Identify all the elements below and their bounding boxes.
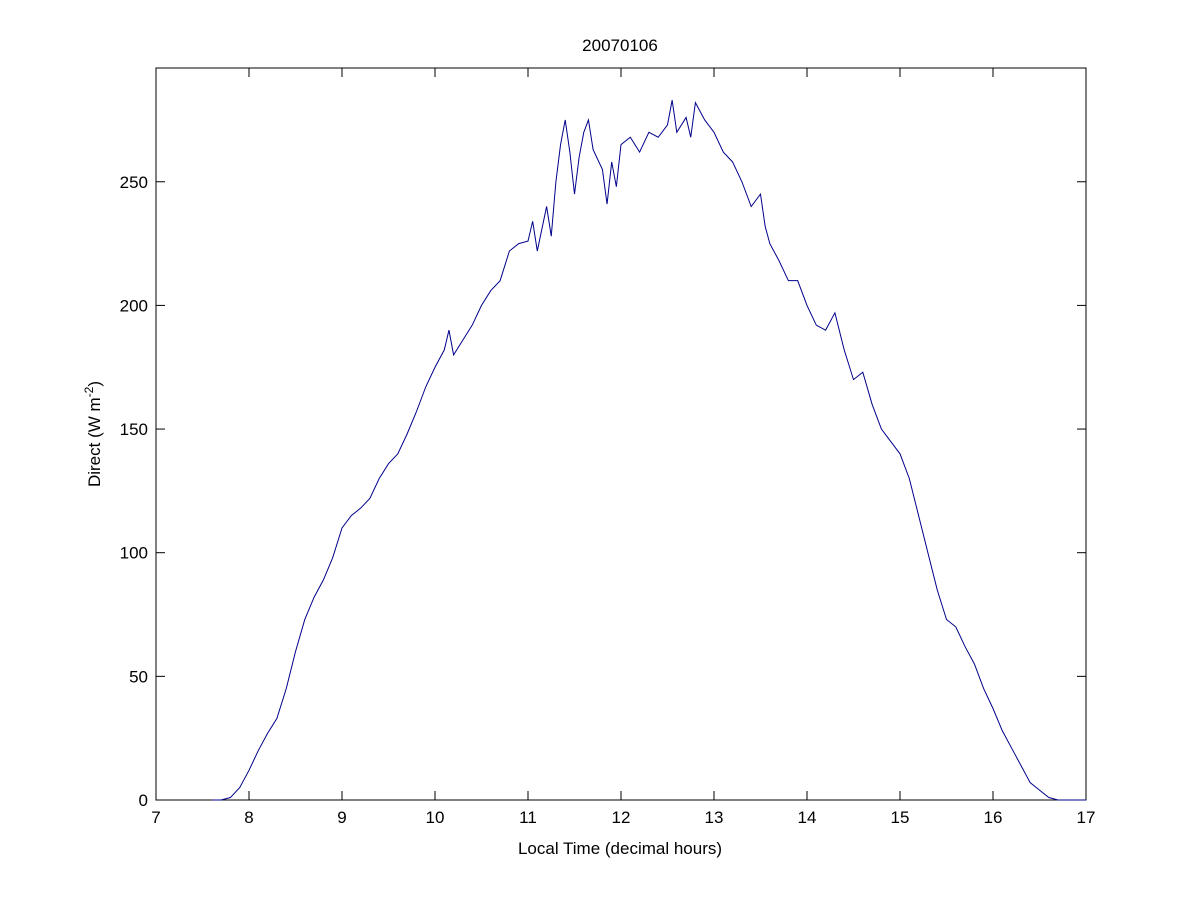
data-line	[211, 100, 1086, 801]
x-tick-label: 13	[705, 808, 724, 827]
x-tick-label: 10	[426, 808, 445, 827]
y-tick-label: 0	[139, 791, 148, 810]
y-tick-label: 250	[120, 173, 148, 192]
chart-title: 20070106	[582, 36, 658, 55]
x-tick-label: 9	[337, 808, 346, 827]
x-tick-label: 7	[151, 808, 160, 827]
y-tick-label: 150	[120, 420, 148, 439]
y-tick-label: 200	[120, 296, 148, 315]
y-axis-label-sup: -2	[82, 386, 96, 397]
x-tick-label: 15	[891, 808, 910, 827]
x-tick-label: 12	[612, 808, 631, 827]
y-axis-label: Direct (W m-2)	[82, 381, 104, 487]
y-axis-label-text: Direct (W m	[85, 397, 104, 487]
y-tick-label: 100	[120, 544, 148, 563]
x-tick-label: 14	[798, 808, 817, 827]
x-tick-label: 11	[519, 808, 537, 827]
x-tick-label: 17	[1077, 808, 1096, 827]
x-tick-label: 16	[984, 808, 1003, 827]
y-axis-label-end: )	[85, 381, 104, 387]
x-tick-label: 8	[244, 808, 253, 827]
y-tick-label: 50	[129, 667, 148, 686]
x-axis-label: Local Time (decimal hours)	[518, 839, 722, 858]
